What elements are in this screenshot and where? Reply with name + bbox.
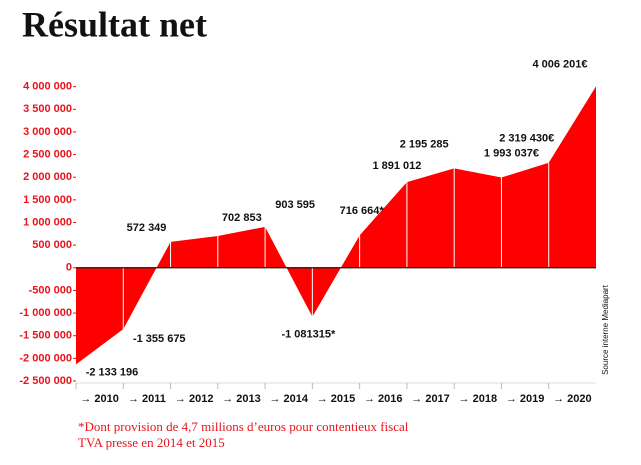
x-tick-label: → 2016 <box>364 393 403 405</box>
y-tick-label: -1 500 000 <box>19 330 72 342</box>
data-label: 1 993 037€ <box>484 147 539 159</box>
y-tick-label: -2 500 000 <box>19 375 72 387</box>
data-label: 2 319 430€ <box>499 133 554 145</box>
x-tick-label: → 2012 <box>175 393 214 405</box>
footnote: *Dont provision de 4,7 millions d’euros … <box>78 419 409 434</box>
x-tick-label: → 2011 <box>128 393 166 405</box>
data-label: 572 349 <box>127 222 167 234</box>
data-label: -1 355 675 <box>133 333 186 345</box>
data-label: 2 195 285 <box>400 138 449 150</box>
y-tick-label: 2 500 000 <box>23 148 72 160</box>
data-label: 702 853 <box>222 212 262 224</box>
y-tick-label: 1 500 000 <box>23 194 72 206</box>
y-tick-label: -2 000 000 <box>19 352 72 364</box>
y-tick-label: -1 000 000 <box>19 307 72 319</box>
data-label: -2 133 196 <box>86 366 139 378</box>
data-label: 1 891 012 <box>372 160 421 172</box>
x-tick-label: → 2018 <box>459 393 498 405</box>
x-tick-label: → 2017 <box>411 393 450 405</box>
x-tick-label: → 2020 <box>553 393 592 405</box>
chart-title: Résultat net <box>22 4 207 44</box>
source: Source interne Mediapart <box>601 284 610 375</box>
x-tick-label: → 2015 <box>317 393 356 405</box>
y-tick-label: 2 000 000 <box>23 171 72 183</box>
y-tick-label: 1 000 000 <box>23 216 72 228</box>
data-label: 4 006 201€ <box>532 58 587 70</box>
x-tick-label: → 2010 <box>80 393 119 405</box>
x-tick-label: → 2019 <box>506 393 545 405</box>
area <box>76 86 596 365</box>
x-tick-label: → 2014 <box>269 393 308 405</box>
x-tick-label: → 2013 <box>222 393 261 405</box>
data-label: 716 664* <box>340 205 385 217</box>
y-tick-label: 4 000 000 <box>23 81 72 93</box>
data-label: 903 595 <box>275 199 315 211</box>
footnote: TVA presse en 2014 et 2015 <box>78 435 225 450</box>
y-tick-label: 0 <box>66 262 72 274</box>
y-tick-label: 3 500 000 <box>23 103 72 115</box>
y-tick-label: 3 000 000 <box>23 126 72 138</box>
y-tick-label: -500 000 <box>29 284 72 296</box>
data-label: -1 081315* <box>281 329 336 341</box>
y-tick-label: 500 000 <box>32 239 72 251</box>
